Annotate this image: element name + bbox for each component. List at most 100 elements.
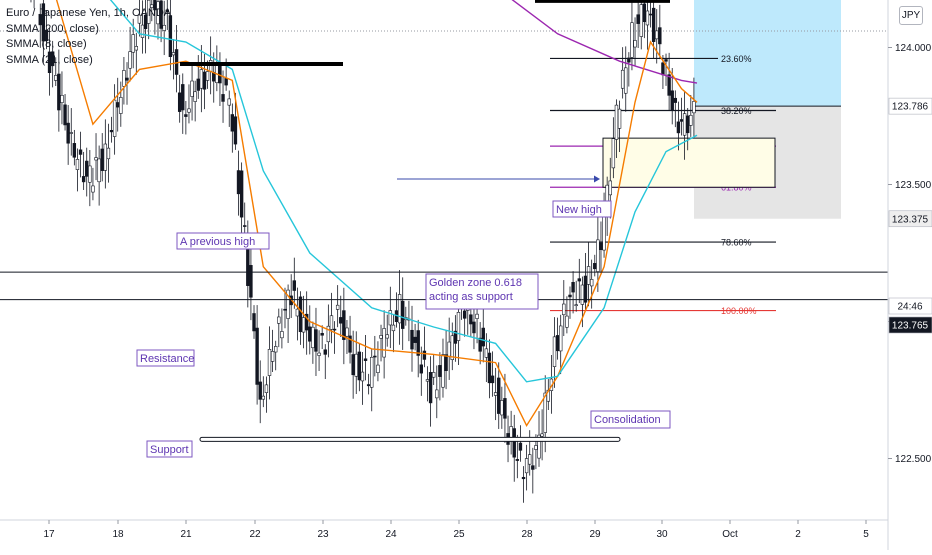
x-tick-label[interactable]: 23 — [317, 529, 329, 540]
candle-body — [456, 311, 461, 341]
x-tick-label[interactable]: 17 — [43, 529, 55, 540]
candle-body — [44, 29, 49, 42]
indicator-smma-8[interactable]: SMMA (8, close) — [6, 38, 87, 50]
candle-body — [159, 0, 163, 29]
callout-box[interactable] — [136, 349, 195, 367]
candle-body — [97, 158, 101, 183]
candle-body — [181, 84, 185, 111]
candle-body — [224, 78, 228, 86]
candle-body — [249, 265, 253, 298]
candle-body — [528, 454, 532, 465]
indicator-smma-21[interactable]: SMMA (21, close) — [6, 53, 93, 66]
symbol-title[interactable]: Euro / Japanese Yen, 1h, OANDA — [6, 7, 172, 19]
candle-body — [658, 27, 662, 45]
candle-body — [487, 352, 492, 384]
y-tick-label[interactable]: 124.000 — [895, 43, 932, 54]
candle-body — [373, 355, 377, 358]
fib-level-label: 78.60% — [721, 238, 752, 248]
candle-body — [357, 351, 362, 381]
price-tag-level[interactable] — [888, 97, 932, 115]
candle-body — [639, 4, 643, 37]
candle-body — [682, 113, 687, 136]
candle-body — [326, 325, 331, 343]
candle-body — [531, 465, 535, 470]
x-tick-label[interactable]: 29 — [589, 529, 601, 540]
indicator-smma-200[interactable]: SMMA (200, close) — [6, 22, 99, 35]
candle-body — [630, 22, 634, 58]
smma-line[interactable] — [0, 0, 698, 84]
callout-box[interactable] — [176, 232, 270, 250]
callout-box[interactable] — [425, 273, 539, 310]
y-tick-label[interactable]: 122.500 — [895, 454, 932, 465]
x-tick-label[interactable]: 21 — [180, 529, 192, 540]
candle-body — [667, 74, 671, 96]
price-tag-countdown[interactable] — [888, 297, 932, 315]
candle-body — [686, 115, 690, 134]
x-tick-label[interactable]: 2 — [795, 529, 801, 540]
candle-body — [63, 104, 67, 126]
x-tick-label[interactable]: 22 — [249, 529, 261, 540]
price-tag-label: 123.786 — [892, 102, 929, 113]
callout-text: Resistance — [140, 353, 194, 365]
candle-body — [571, 282, 575, 293]
candle-body — [388, 310, 393, 326]
candle-body — [81, 176, 86, 183]
smma-line[interactable] — [0, 0, 698, 428]
candle-body — [261, 395, 266, 400]
candle-body — [335, 304, 340, 310]
candle-body — [202, 71, 207, 90]
candle-body — [122, 70, 126, 87]
candle-body — [391, 324, 396, 332]
x-tick-label[interactable]: Oct — [722, 529, 738, 540]
candle-body — [370, 356, 374, 388]
candle-body — [283, 308, 287, 311]
candle-body — [428, 372, 433, 404]
y-tick-label[interactable]: 123.500 — [895, 180, 932, 191]
candle-body — [574, 304, 578, 307]
price-tag-stop[interactable] — [888, 210, 932, 228]
candle-body — [131, 34, 135, 53]
candle-body — [441, 354, 445, 388]
candle-body — [580, 284, 585, 305]
currency-badge[interactable]: JPY — [899, 6, 923, 25]
callout-box[interactable] — [146, 440, 193, 458]
candle-body — [100, 148, 104, 171]
callout-text: Support — [150, 444, 189, 456]
x-tick-label[interactable]: 25 — [453, 529, 465, 540]
price-tag-last[interactable] — [888, 316, 932, 334]
smma-line[interactable] — [0, 0, 698, 383]
candle-body — [75, 159, 80, 170]
price-tag-label: 123.765 — [892, 321, 929, 332]
candle-body — [72, 143, 77, 158]
callout-box[interactable] — [590, 410, 671, 429]
candle-body — [555, 335, 560, 352]
candle-body — [493, 392, 498, 396]
fib-level-label: 100.00% — [721, 306, 757, 316]
x-tick-label[interactable]: 24 — [385, 529, 397, 540]
x-tick-label[interactable]: 30 — [656, 529, 668, 540]
support-bar[interactable] — [199, 436, 621, 442]
candle-body — [518, 442, 523, 451]
candle-body — [239, 170, 244, 218]
candle-body — [41, 3, 46, 42]
candle-body — [116, 102, 120, 108]
candle-body — [512, 428, 516, 458]
target-zone[interactable] — [694, 0, 841, 107]
candle-body — [515, 459, 520, 461]
candle-body — [304, 313, 309, 331]
candle-body — [177, 92, 182, 112]
x-tick-label[interactable]: 18 — [112, 529, 124, 540]
candle-body — [543, 392, 547, 433]
candle-body — [366, 384, 371, 387]
x-tick-label[interactable]: 28 — [521, 529, 533, 540]
x-tick-label[interactable]: 5 — [863, 529, 869, 540]
candle-body — [419, 364, 423, 374]
callout-box[interactable] — [552, 200, 612, 218]
candle-body — [196, 78, 200, 91]
golden-zone-box[interactable] — [602, 137, 776, 188]
candle-body — [119, 97, 123, 114]
candle-body — [562, 303, 566, 316]
